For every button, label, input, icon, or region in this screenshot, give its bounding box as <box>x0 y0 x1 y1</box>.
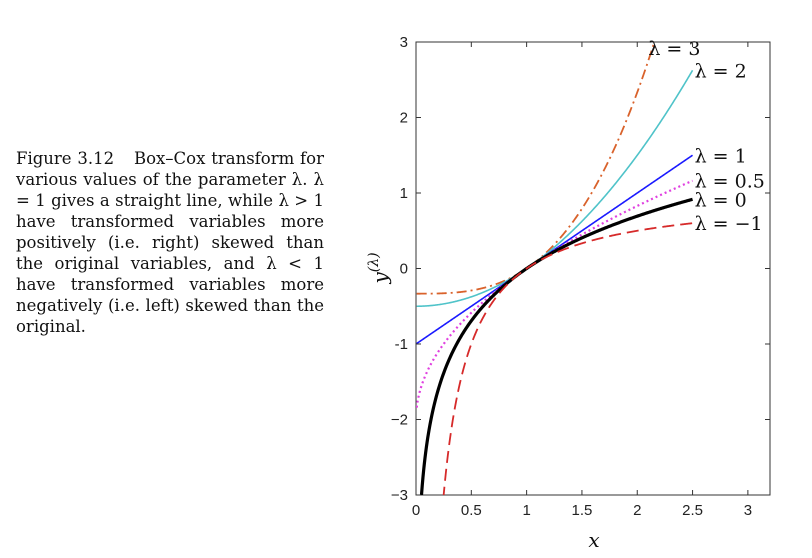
x-tick-label: 0.5 <box>461 502 482 519</box>
svg-text:y(λ): y(λ) <box>366 252 392 284</box>
y-tick-label: 1 <box>400 185 408 202</box>
y-tick-label: −2 <box>391 412 408 429</box>
series-line <box>442 222 693 495</box>
figure-caption: Figure 3.12 Box–Cox transform for variou… <box>16 148 324 337</box>
x-tick-label: 3 <box>744 502 752 519</box>
plot-frame <box>415 41 771 496</box>
y-axis-label: y(λ) <box>366 252 392 284</box>
y-tick-label: 0 <box>400 261 408 278</box>
caption-text: Box–Cox transform for various values of … <box>16 149 324 336</box>
series-label: λ = −1 <box>695 213 763 235</box>
figure-label: Figure 3.12 <box>16 149 115 168</box>
series-line <box>416 179 693 408</box>
axis-ticks: 0 0.5 1 1.5 2 2.5 3 −3 −2 -1 0 1 2 3 <box>391 34 770 519</box>
y-tick-label: −3 <box>391 487 408 504</box>
plot-area <box>415 41 771 496</box>
series-label: λ = 0 <box>695 189 747 211</box>
y-tick-label: 2 <box>400 110 408 127</box>
series-label: λ = 1 <box>695 145 747 167</box>
x-tick-label: 2 <box>633 502 641 519</box>
x-tick-label: 0 <box>412 502 420 519</box>
series-line <box>419 197 693 495</box>
series-labels: λ = 3λ = 2 λ = 1 λ = 0.5λ = 0λ = −1 <box>648 38 764 235</box>
series-label: λ = 0.5 <box>695 171 765 193</box>
x-axis-label: x <box>588 528 599 552</box>
series-line <box>416 69 694 308</box>
series-lines <box>416 42 694 495</box>
y-tick-label: 3 <box>400 34 408 51</box>
series-label: λ = 3 <box>648 38 700 60</box>
series-label: λ = 2 <box>695 60 747 82</box>
x-tick-label: 1.5 <box>572 502 593 519</box>
x-tick-label: 2.5 <box>682 502 703 519</box>
x-tick-label: 1 <box>522 502 530 519</box>
series-line <box>416 42 656 295</box>
y-tick-label: -1 <box>395 336 408 353</box>
